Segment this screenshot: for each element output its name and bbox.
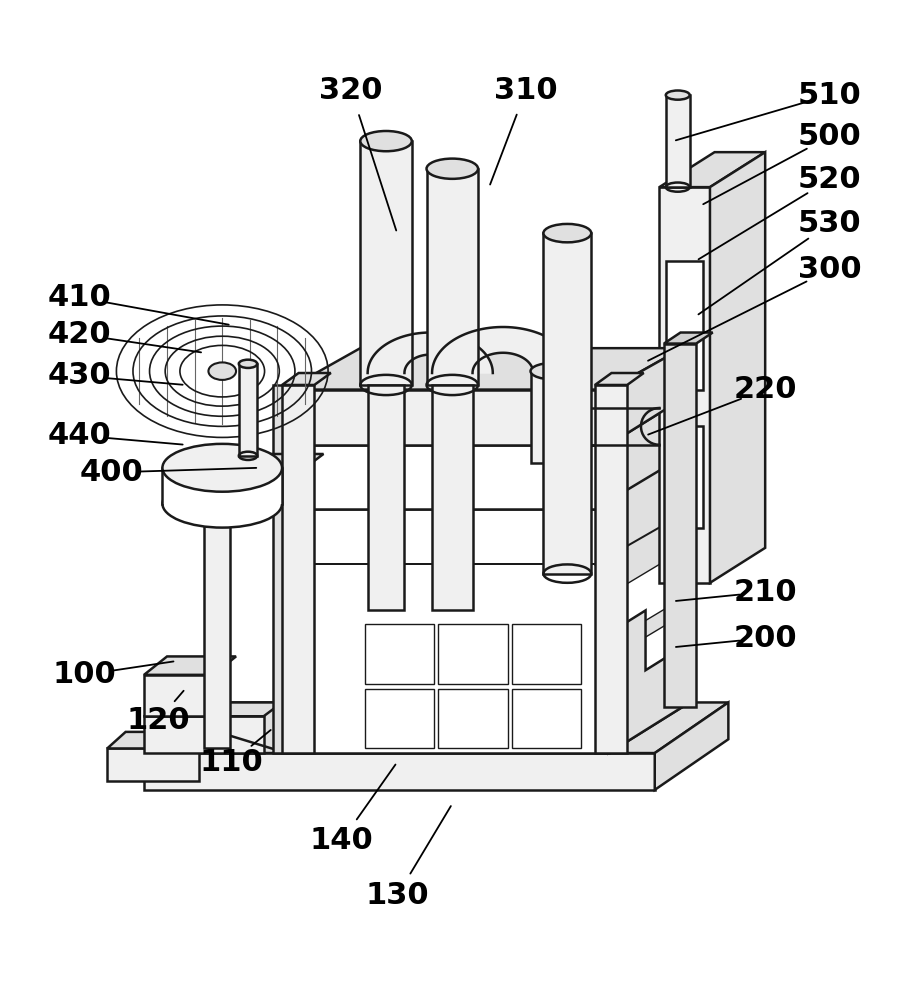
Text: 300: 300	[797, 255, 861, 284]
Polygon shape	[710, 152, 765, 583]
Text: 400: 400	[80, 458, 144, 487]
Text: 320: 320	[319, 76, 383, 105]
Polygon shape	[360, 141, 412, 385]
Polygon shape	[282, 385, 314, 753]
Text: 220: 220	[734, 375, 797, 404]
Ellipse shape	[531, 363, 577, 379]
Polygon shape	[367, 333, 493, 373]
Text: 310: 310	[494, 76, 557, 105]
Polygon shape	[287, 399, 682, 445]
Ellipse shape	[162, 444, 282, 492]
Polygon shape	[595, 385, 627, 753]
Bar	[365, 689, 434, 748]
Bar	[438, 689, 508, 748]
Polygon shape	[664, 333, 713, 344]
Text: 210: 210	[734, 578, 797, 607]
Ellipse shape	[209, 362, 236, 380]
Polygon shape	[531, 371, 577, 463]
Polygon shape	[609, 348, 682, 445]
Polygon shape	[107, 748, 199, 781]
Polygon shape	[609, 551, 682, 643]
Polygon shape	[664, 344, 696, 707]
Polygon shape	[665, 261, 702, 390]
Polygon shape	[659, 152, 765, 187]
Polygon shape	[273, 385, 287, 753]
Text: 510: 510	[797, 81, 861, 110]
Text: 110: 110	[199, 748, 263, 777]
Polygon shape	[144, 753, 654, 790]
Polygon shape	[107, 732, 218, 748]
Polygon shape	[181, 468, 306, 505]
Text: 520: 520	[797, 165, 861, 194]
Bar	[438, 624, 508, 684]
Polygon shape	[144, 702, 728, 753]
Polygon shape	[287, 445, 609, 509]
Ellipse shape	[426, 159, 478, 179]
Bar	[512, 689, 581, 748]
Text: 130: 130	[366, 881, 429, 910]
Polygon shape	[595, 373, 643, 385]
Polygon shape	[144, 702, 282, 716]
Polygon shape	[609, 615, 682, 707]
Polygon shape	[609, 610, 682, 753]
Text: 120: 120	[126, 706, 189, 735]
Polygon shape	[367, 385, 404, 610]
Polygon shape	[204, 502, 230, 748]
Polygon shape	[665, 95, 689, 187]
Polygon shape	[239, 364, 258, 456]
Text: 420: 420	[48, 320, 112, 349]
Polygon shape	[609, 399, 682, 753]
Bar	[365, 624, 434, 684]
Polygon shape	[665, 426, 702, 528]
Text: 430: 430	[48, 361, 112, 390]
Text: 410: 410	[48, 283, 112, 312]
Text: 200: 200	[734, 624, 797, 653]
Ellipse shape	[665, 91, 689, 100]
Polygon shape	[287, 445, 609, 753]
Polygon shape	[181, 454, 323, 468]
Polygon shape	[544, 233, 592, 574]
Ellipse shape	[239, 360, 258, 368]
Polygon shape	[659, 187, 710, 583]
Polygon shape	[144, 675, 213, 716]
Bar	[512, 624, 581, 684]
Polygon shape	[287, 348, 682, 390]
Polygon shape	[287, 390, 609, 445]
Polygon shape	[432, 327, 574, 373]
Text: 440: 440	[48, 421, 112, 450]
Polygon shape	[426, 169, 478, 385]
Text: 530: 530	[797, 209, 861, 238]
Polygon shape	[144, 656, 236, 675]
Polygon shape	[282, 373, 330, 385]
Text: 140: 140	[310, 826, 374, 855]
Ellipse shape	[162, 480, 282, 528]
Polygon shape	[144, 716, 264, 753]
Polygon shape	[432, 385, 473, 610]
Ellipse shape	[360, 131, 412, 151]
Polygon shape	[162, 468, 282, 504]
Polygon shape	[654, 702, 728, 790]
Ellipse shape	[544, 224, 592, 242]
Text: 500: 500	[797, 122, 861, 151]
Text: 100: 100	[53, 660, 116, 689]
